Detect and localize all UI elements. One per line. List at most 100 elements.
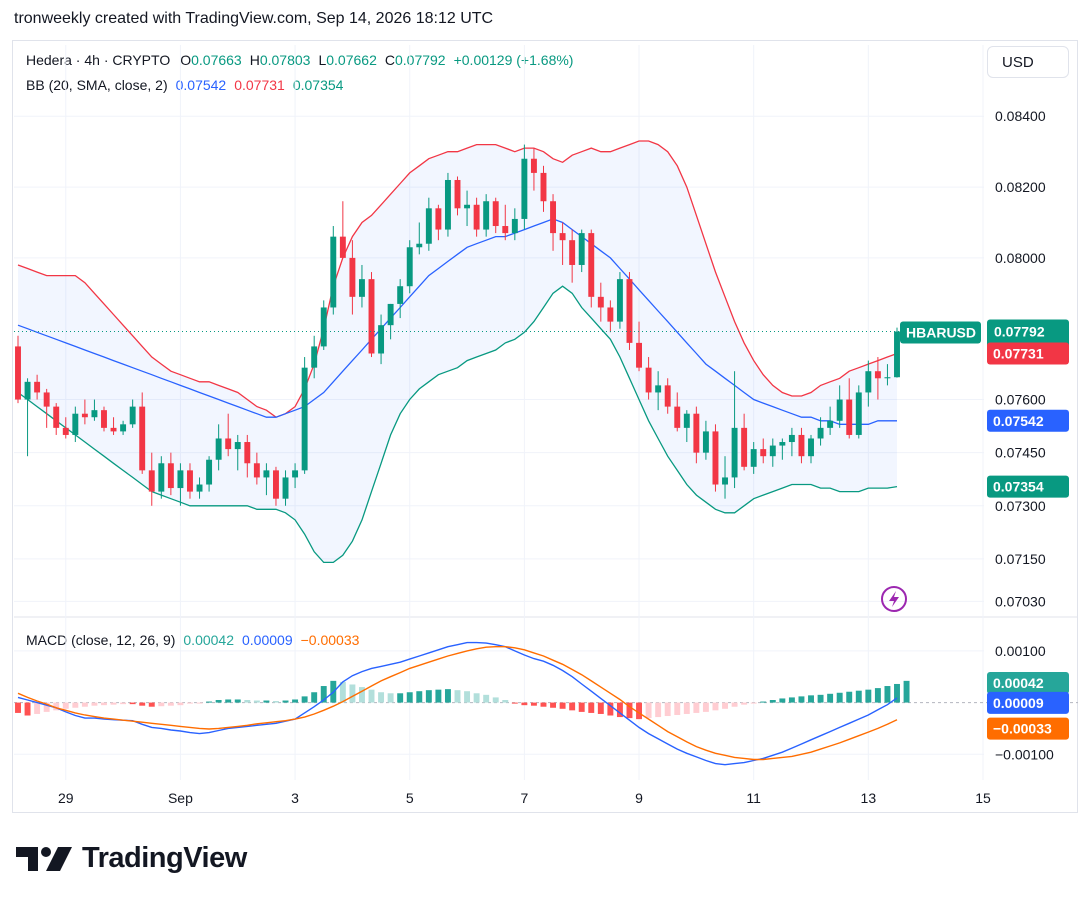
time-tick-label: 9 (635, 790, 643, 806)
macd-histogram-bar (492, 697, 499, 703)
bb-legend[interactable]: BB (20, SMA, close, 2) 0.07542 0.07731 0.07… (26, 77, 347, 93)
candle (569, 229, 576, 283)
candle (874, 357, 881, 400)
candle (483, 194, 490, 237)
candle-body (636, 342, 642, 368)
macd-histogram-bar (24, 702, 31, 716)
macd-histogram-bar (817, 694, 824, 703)
price-tick-label: 0.08200 (995, 179, 1046, 195)
candle-body (550, 201, 557, 234)
macd-histogram-bar (53, 702, 60, 711)
macd-histogram-bar (225, 699, 232, 703)
candle-body (244, 442, 251, 464)
candle-body (502, 226, 509, 234)
symbol-label[interactable]: Hedera · 4h · CRYPTO (26, 52, 171, 68)
macd-histogram-bar (884, 686, 891, 703)
candle-body (349, 257, 356, 297)
candle (24, 378, 31, 457)
macd-signal-value: −0.00033 (300, 632, 360, 648)
candle-body (683, 413, 690, 428)
macd-signal-line (17, 646, 898, 761)
macd-histogram-bar (731, 702, 738, 707)
price-tick-label: 0.07150 (995, 551, 1046, 567)
candle-body (167, 463, 174, 489)
candle (273, 466, 279, 506)
candle-body (616, 279, 623, 322)
macd-histogram-bar (263, 700, 270, 703)
candle-body (454, 179, 461, 209)
candle (464, 190, 471, 227)
candle-body (779, 442, 786, 446)
candle (53, 403, 60, 435)
candle (234, 434, 241, 471)
candle (521, 144, 528, 230)
bb-upper-tag-bg (987, 342, 1069, 365)
macd-histogram-bar (435, 689, 442, 703)
macd-histogram-bar (607, 702, 614, 716)
candle-body (597, 296, 604, 308)
open-value: 0.07663 (191, 52, 242, 68)
tradingview-logo-icon (16, 846, 72, 871)
macd-histogram-bar (894, 683, 900, 703)
macd-signal-tag: −0.00033 (987, 717, 1069, 740)
high-label: H (249, 52, 260, 68)
candle (43, 388, 50, 428)
candle (712, 424, 719, 492)
macd-histogram-bar (368, 689, 375, 703)
macd-line-tag-bg (987, 691, 1069, 714)
close-value: 0.07792 (394, 52, 446, 68)
candle (339, 201, 346, 258)
candle-body (874, 371, 881, 379)
candle-body (15, 346, 21, 400)
macd-histogram-bar (808, 695, 814, 703)
candle-body (702, 431, 709, 453)
price-tick-label: 0.07300 (995, 498, 1046, 514)
candle (406, 240, 413, 294)
macd-histogram-bar (397, 693, 404, 703)
candle (865, 360, 872, 407)
lightning-alert-icon[interactable] (881, 586, 907, 612)
candle (387, 303, 394, 340)
candle-body (894, 331, 900, 378)
macd-histogram-bar (425, 690, 432, 703)
candle-body (435, 208, 442, 230)
macd-histogram-bar (597, 702, 604, 714)
time-tick-label: 5 (406, 790, 414, 806)
candle (626, 272, 633, 350)
macd-histogram-bar (588, 702, 595, 713)
candle-body (788, 434, 795, 443)
macd-histogram-bar (664, 702, 671, 717)
candle-body (645, 367, 652, 393)
candle (425, 197, 432, 251)
macd-histogram-bar (378, 692, 385, 703)
candle (101, 406, 107, 432)
macd-histogram-bar (387, 693, 394, 703)
macd-histogram-bar (865, 689, 872, 703)
candle-body (339, 236, 346, 258)
candle (769, 438, 776, 467)
candle-body (320, 307, 327, 347)
candle (616, 272, 623, 329)
currency-button[interactable]: USD (987, 46, 1069, 78)
candle (779, 438, 786, 460)
candle (301, 357, 308, 474)
macd-histogram-bar (702, 702, 709, 712)
candle (34, 374, 41, 400)
time-tick-label: 3 (291, 790, 299, 806)
macd-legend[interactable]: MACD (close, 12, 26, 9) 0.00042 0.00009 −0.… (26, 632, 363, 648)
macd-histogram-bar (626, 702, 633, 719)
candle (292, 463, 299, 489)
macd-histogram-bar (616, 702, 623, 718)
candle-body (311, 346, 318, 368)
macd-histogram-bar (530, 702, 537, 706)
macd-signal-tag-text: −0.00033 (993, 721, 1052, 737)
candle (282, 470, 289, 506)
bb-lower-line (17, 285, 898, 564)
macd-histogram-bar (511, 702, 518, 704)
candle (62, 417, 69, 439)
macd-histogram-bar (779, 698, 786, 703)
macd-histogram-bar (464, 691, 471, 703)
candle (808, 434, 814, 464)
candle-body (827, 420, 834, 428)
